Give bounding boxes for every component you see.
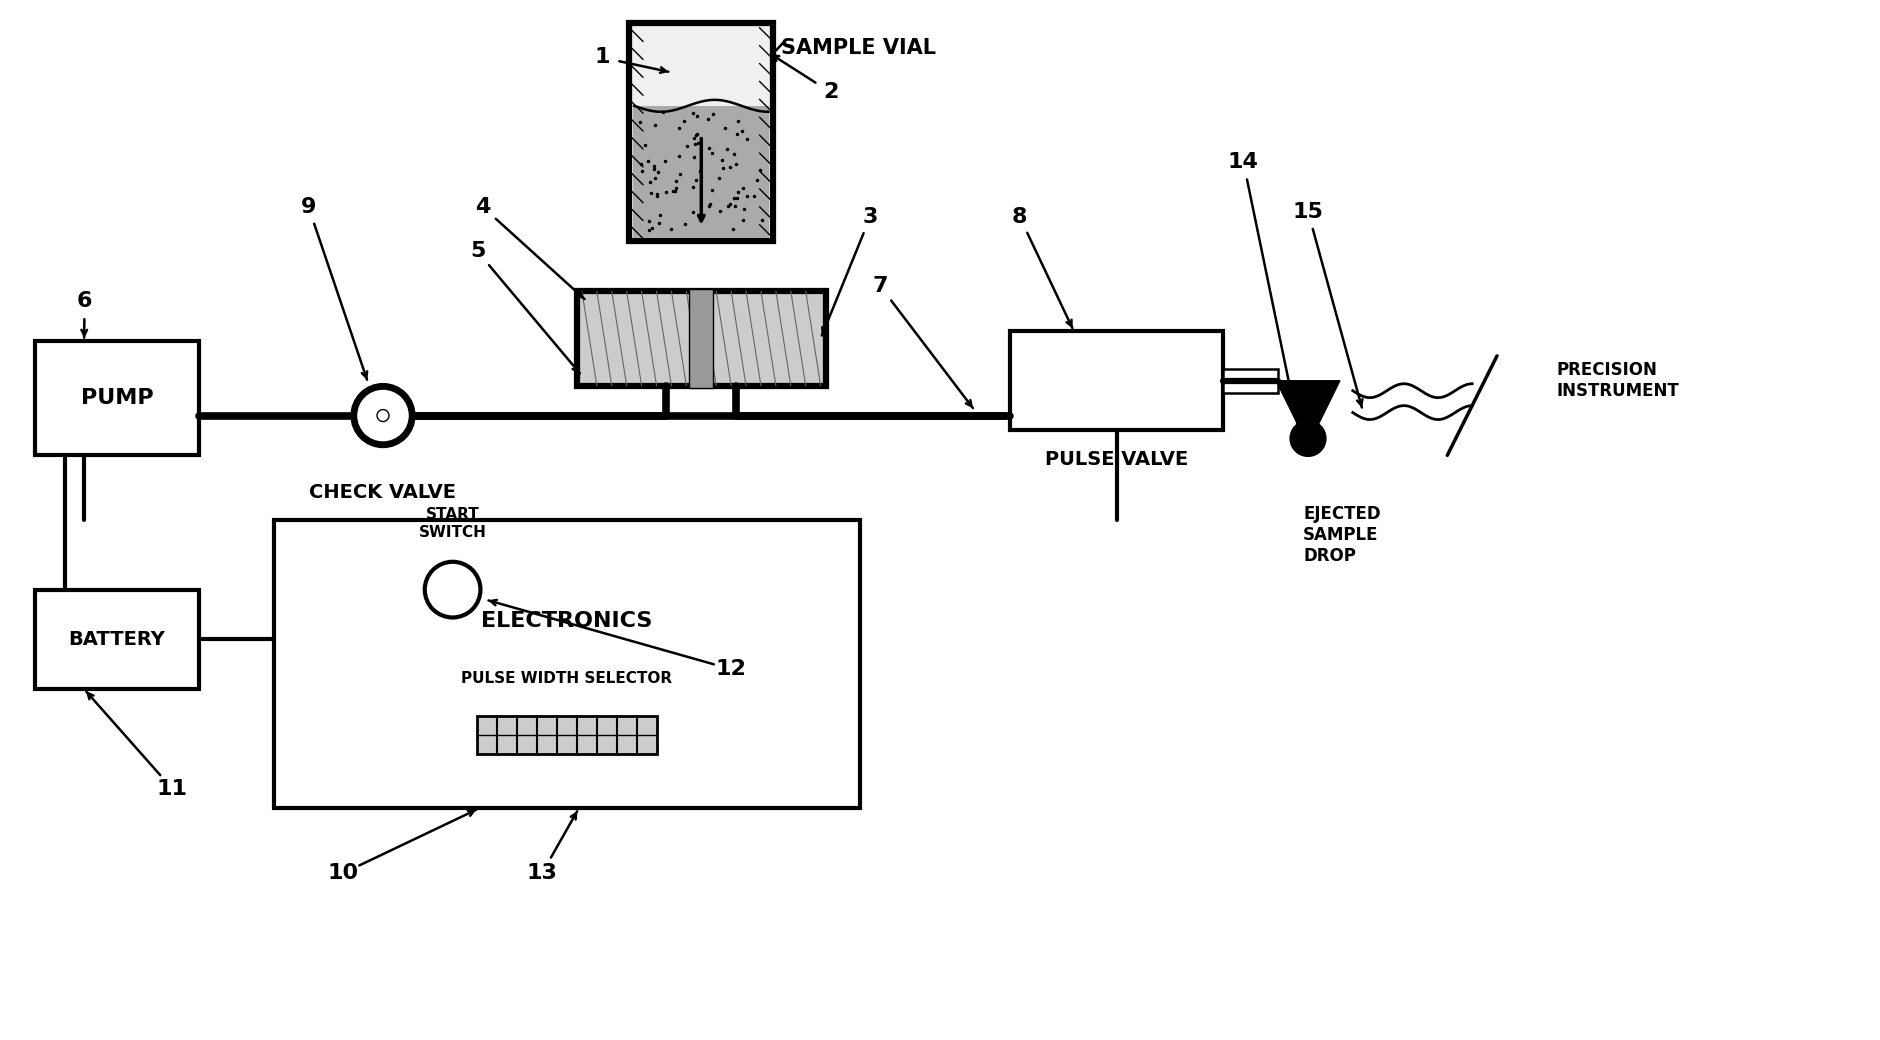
Text: EJECTED
SAMPLE
DROP: EJECTED SAMPLE DROP	[1303, 505, 1380, 565]
Text: 8: 8	[1011, 207, 1026, 227]
Text: 1: 1	[594, 48, 609, 68]
Circle shape	[378, 410, 389, 421]
Text: 11: 11	[156, 779, 188, 799]
Text: PRECISION
INSTRUMENT: PRECISION INSTRUMENT	[1557, 361, 1679, 400]
Text: SAMPLE VIAL: SAMPLE VIAL	[780, 37, 936, 57]
Text: 12: 12	[716, 659, 746, 679]
Circle shape	[425, 562, 481, 618]
Text: PUMP: PUMP	[81, 388, 154, 408]
Bar	[36, 590, 199, 690]
Bar	[577, 291, 825, 386]
Circle shape	[1290, 420, 1325, 457]
Text: 2: 2	[823, 82, 838, 102]
Text: 14: 14	[1228, 152, 1260, 172]
Bar	[274, 520, 861, 808]
Text: PULSE VALVE: PULSE VALVE	[1045, 450, 1188, 469]
Bar	[634, 106, 769, 237]
Circle shape	[353, 386, 414, 445]
Text: START
SWITCH: START SWITCH	[419, 508, 487, 540]
Bar	[1224, 369, 1278, 393]
Text: 9: 9	[301, 197, 316, 216]
Circle shape	[355, 388, 412, 443]
Text: 13: 13	[526, 863, 558, 883]
Text: ELECTRONICS: ELECTRONICS	[481, 610, 652, 631]
Bar	[478, 717, 656, 754]
Text: 10: 10	[327, 863, 359, 883]
Text: 6: 6	[77, 291, 92, 311]
Text: PULSE WIDTH SELECTOR: PULSE WIDTH SELECTOR	[461, 671, 673, 686]
Text: 5: 5	[470, 241, 485, 261]
Text: 15: 15	[1293, 202, 1324, 222]
Text: 7: 7	[872, 277, 887, 296]
Bar	[630, 23, 773, 241]
Text: CHECK VALVE: CHECK VALVE	[310, 484, 457, 502]
Text: 3: 3	[863, 207, 878, 227]
Text: BATTERY: BATTERY	[68, 630, 165, 649]
Polygon shape	[1277, 381, 1340, 445]
Bar	[36, 341, 199, 456]
Text: 4: 4	[476, 197, 491, 216]
Bar	[1010, 331, 1224, 431]
Bar	[690, 289, 713, 388]
